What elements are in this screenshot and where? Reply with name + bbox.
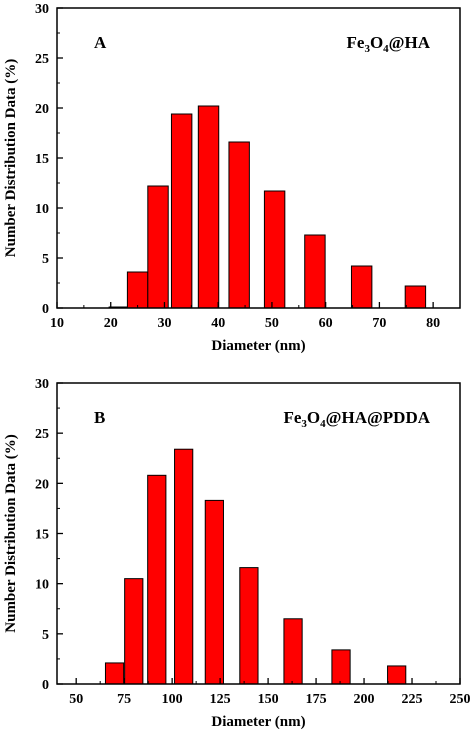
x-tick-label: 50 [265, 316, 279, 331]
x-tick-label: 100 [162, 692, 183, 707]
y-tick-label: 15 [35, 528, 49, 543]
bar [239, 567, 259, 685]
y-tick-label: 5 [42, 628, 49, 643]
bar [350, 265, 373, 309]
x-tick-label: 10 [50, 316, 64, 331]
y-tick-label: 0 [42, 678, 49, 693]
subscript: 4 [383, 43, 389, 55]
y-tick-label: 10 [35, 578, 49, 593]
x-tick-label: 70 [372, 316, 386, 331]
bar [263, 190, 286, 309]
sample-label-part: O [370, 33, 383, 52]
y-axis-label: Number Distribution Data (%) [3, 434, 19, 632]
bar [147, 185, 169, 309]
x-tick-label: 150 [258, 692, 279, 707]
bar [404, 285, 427, 309]
bar [197, 105, 220, 309]
sample-label-part: @HA [389, 33, 431, 52]
y-tick-label: 5 [42, 252, 49, 267]
subscript: 3 [301, 418, 307, 430]
bar [174, 448, 194, 685]
y-axis-label: Number Distribution Data (%) [3, 59, 19, 257]
chart-panel-b: 50 75 100 125 150 175 200 225 250 0 5 10 15 20 25 30 Dia… [3, 377, 471, 730]
bar [147, 474, 167, 685]
bar [228, 141, 250, 309]
x-tick-label: 75 [117, 692, 131, 707]
bar [204, 499, 224, 685]
subscript: 4 [320, 418, 326, 430]
bar [126, 271, 149, 309]
y-tick-label: 15 [35, 152, 49, 167]
panel-label: B [94, 408, 105, 427]
y-tick-label: 10 [35, 202, 49, 217]
x-tick-label: 40 [211, 316, 225, 331]
x-tick-label: 200 [354, 692, 375, 707]
y-tick-label: 0 [42, 302, 49, 317]
x-tick-label: 50 [69, 692, 83, 707]
x-tick-label: 20 [104, 316, 118, 331]
x-tick-label: 125 [210, 692, 231, 707]
y-tick-label: 25 [35, 427, 49, 442]
x-axis-label: Diameter (nm) [211, 338, 305, 354]
y-tick-label: 25 [35, 52, 49, 67]
panel-label: A [94, 33, 107, 52]
sample-label: Fe3O4@HA@PDDA [283, 408, 430, 430]
plot-frame [56, 7, 461, 309]
x-tick-label: 225 [402, 692, 423, 707]
bar [170, 113, 193, 309]
chart-panel-a: 10 20 30 40 50 60 70 80 0 5 10 15 20 25 30 Diameter (nm… [3, 2, 461, 354]
bar [387, 665, 407, 685]
x-tick-label: 30 [157, 316, 171, 331]
sample-label-part: Fe [347, 33, 365, 52]
sample-label-part: Fe [283, 408, 301, 427]
x-axis-label: Diameter (nm) [211, 714, 305, 730]
y-tick-label: 30 [35, 2, 49, 17]
sample-label-part: @HA@PDDA [326, 408, 431, 427]
x-tick-label: 60 [319, 316, 333, 331]
bar [104, 662, 125, 685]
y-tick-label: 30 [35, 377, 49, 392]
x-tick-label: 175 [306, 692, 327, 707]
bar [124, 578, 144, 685]
x-tick-label: 80 [426, 316, 440, 331]
y-tick-label: 20 [35, 102, 49, 117]
sample-label: Fe3O4@HA [347, 33, 431, 55]
subscript: 3 [364, 43, 370, 55]
bar [304, 234, 326, 309]
sample-label-part: O [307, 408, 320, 427]
bar [331, 649, 351, 685]
y-tick-label: 20 [35, 477, 49, 492]
x-tick-label: 250 [450, 692, 471, 707]
bar [283, 618, 303, 685]
